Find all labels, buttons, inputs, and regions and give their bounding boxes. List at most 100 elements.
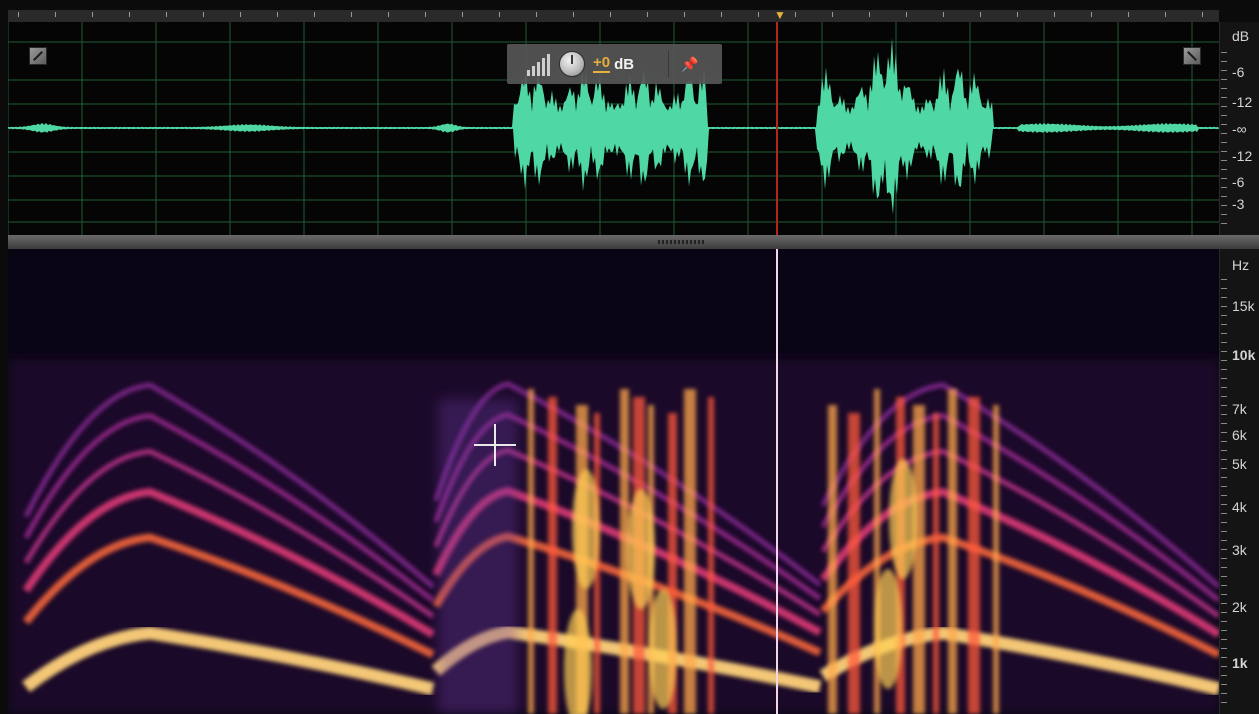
db-label: -3 (1232, 196, 1245, 212)
ruler-tick (869, 12, 870, 17)
panel-splitter[interactable] (8, 235, 1259, 249)
db-label: -∞ (1232, 121, 1247, 137)
hz-label: 4k (1232, 499, 1247, 515)
scale-tick (1221, 79, 1227, 80)
noise-patch (438, 399, 518, 714)
scale-tick (1221, 486, 1227, 487)
scale-tick (1221, 639, 1227, 640)
ruler-tick (240, 12, 241, 17)
scale-tick (1221, 603, 1227, 604)
scale-tick (1221, 70, 1227, 71)
harmonic-line (22, 487, 436, 638)
scale-tick (1221, 504, 1227, 505)
scale-tick (1221, 306, 1227, 307)
hz-label: 5k (1232, 456, 1247, 472)
burst-hotspot (564, 609, 592, 714)
scale-tick (1221, 279, 1227, 280)
scale-tick (1221, 142, 1227, 143)
scale-tick (1221, 396, 1227, 397)
ruler-tick (980, 12, 981, 17)
crosshair-cursor-icon (474, 424, 516, 466)
burst-band (668, 413, 677, 714)
scale-tick (1221, 522, 1227, 523)
scale-tick (1221, 540, 1227, 541)
ruler-tick (1091, 12, 1092, 17)
scale-tick (1221, 432, 1227, 433)
scale-tick (1221, 97, 1227, 98)
ruler-tick (573, 12, 574, 17)
scale-tick (1221, 693, 1227, 694)
burst-band (548, 397, 557, 714)
scale-tick (1221, 585, 1227, 586)
ruler-tick (1054, 12, 1055, 17)
scale-tick (1221, 106, 1227, 107)
scale-tick (1221, 160, 1227, 161)
burst-band (993, 405, 999, 714)
scale-tick (1221, 88, 1227, 89)
harmonic-line (22, 626, 435, 696)
playhead-marker-icon[interactable]: ▼ (774, 8, 786, 22)
pin-icon[interactable]: 📌 (681, 55, 699, 72)
scale-tick (1221, 423, 1227, 424)
ruler-tick (1017, 12, 1018, 17)
burst-hotspot (889, 459, 917, 579)
harmonic-line (820, 533, 1219, 659)
ruler-tick (351, 12, 352, 17)
hz-unit-label: Hz (1232, 257, 1250, 273)
harmonic-group (819, 382, 1219, 696)
scale-tick (1221, 297, 1227, 298)
gain-value[interactable]: +0 (593, 54, 611, 73)
ruler-tick (277, 12, 278, 17)
hz-label: 7k (1232, 401, 1247, 417)
hz-label: 3k (1232, 542, 1247, 558)
ruler-tick (1202, 12, 1203, 17)
frequency-scale: Hz 15k 10k 7k 6k 5k 4k 3k 2k 1k (1219, 249, 1259, 714)
scale-tick (1221, 558, 1227, 559)
db-label: -12 (1232, 148, 1253, 164)
harmonic-group (22, 382, 436, 696)
burst-band (874, 389, 880, 714)
scale-tick (1221, 151, 1227, 152)
burst-hotspot (572, 469, 600, 589)
scale-tick (1221, 196, 1227, 197)
fade-in-handle-icon[interactable] (29, 47, 47, 65)
scale-tick (1221, 333, 1227, 334)
scale-tick (1221, 648, 1227, 649)
harmonic-line (820, 413, 1219, 603)
ruler-tick (203, 12, 204, 17)
db-scale: dB -6 -12 -∞ -12 -6 -3 (1219, 22, 1259, 235)
scale-tick (1221, 576, 1227, 577)
db-label: -6 (1232, 64, 1245, 80)
splitter-grip-icon[interactable] (658, 240, 706, 244)
ruler-tick (684, 12, 685, 17)
scale-tick (1221, 124, 1227, 125)
scale-tick (1221, 342, 1227, 343)
scale-tick (1221, 594, 1227, 595)
scale-tick (1221, 324, 1227, 325)
scale-tick (1221, 405, 1227, 406)
ruler-tick (906, 12, 907, 17)
scale-tick (1221, 549, 1227, 550)
ruler-tick (129, 12, 130, 17)
volume-level-icon (527, 52, 551, 76)
burst-band (708, 397, 714, 714)
harmonic-line (23, 448, 435, 619)
burst-band (848, 413, 860, 714)
fade-out-handle-icon[interactable] (1183, 47, 1201, 65)
scale-tick (1221, 513, 1227, 514)
hz-label: 15k (1232, 298, 1255, 314)
burst-band (828, 405, 837, 714)
burst-band (913, 405, 925, 714)
scale-tick (1221, 531, 1227, 532)
burst-band (933, 413, 939, 714)
ruler-tick (55, 12, 56, 17)
ruler-tick (92, 12, 93, 17)
spectral-frequency-display[interactable] (8, 249, 1219, 714)
gain-knob[interactable] (559, 51, 585, 77)
ruler-tick (314, 12, 315, 17)
scale-tick (1221, 666, 1227, 667)
scale-tick (1221, 477, 1227, 478)
scale-tick (1221, 378, 1227, 379)
ruler-tick (536, 12, 537, 17)
